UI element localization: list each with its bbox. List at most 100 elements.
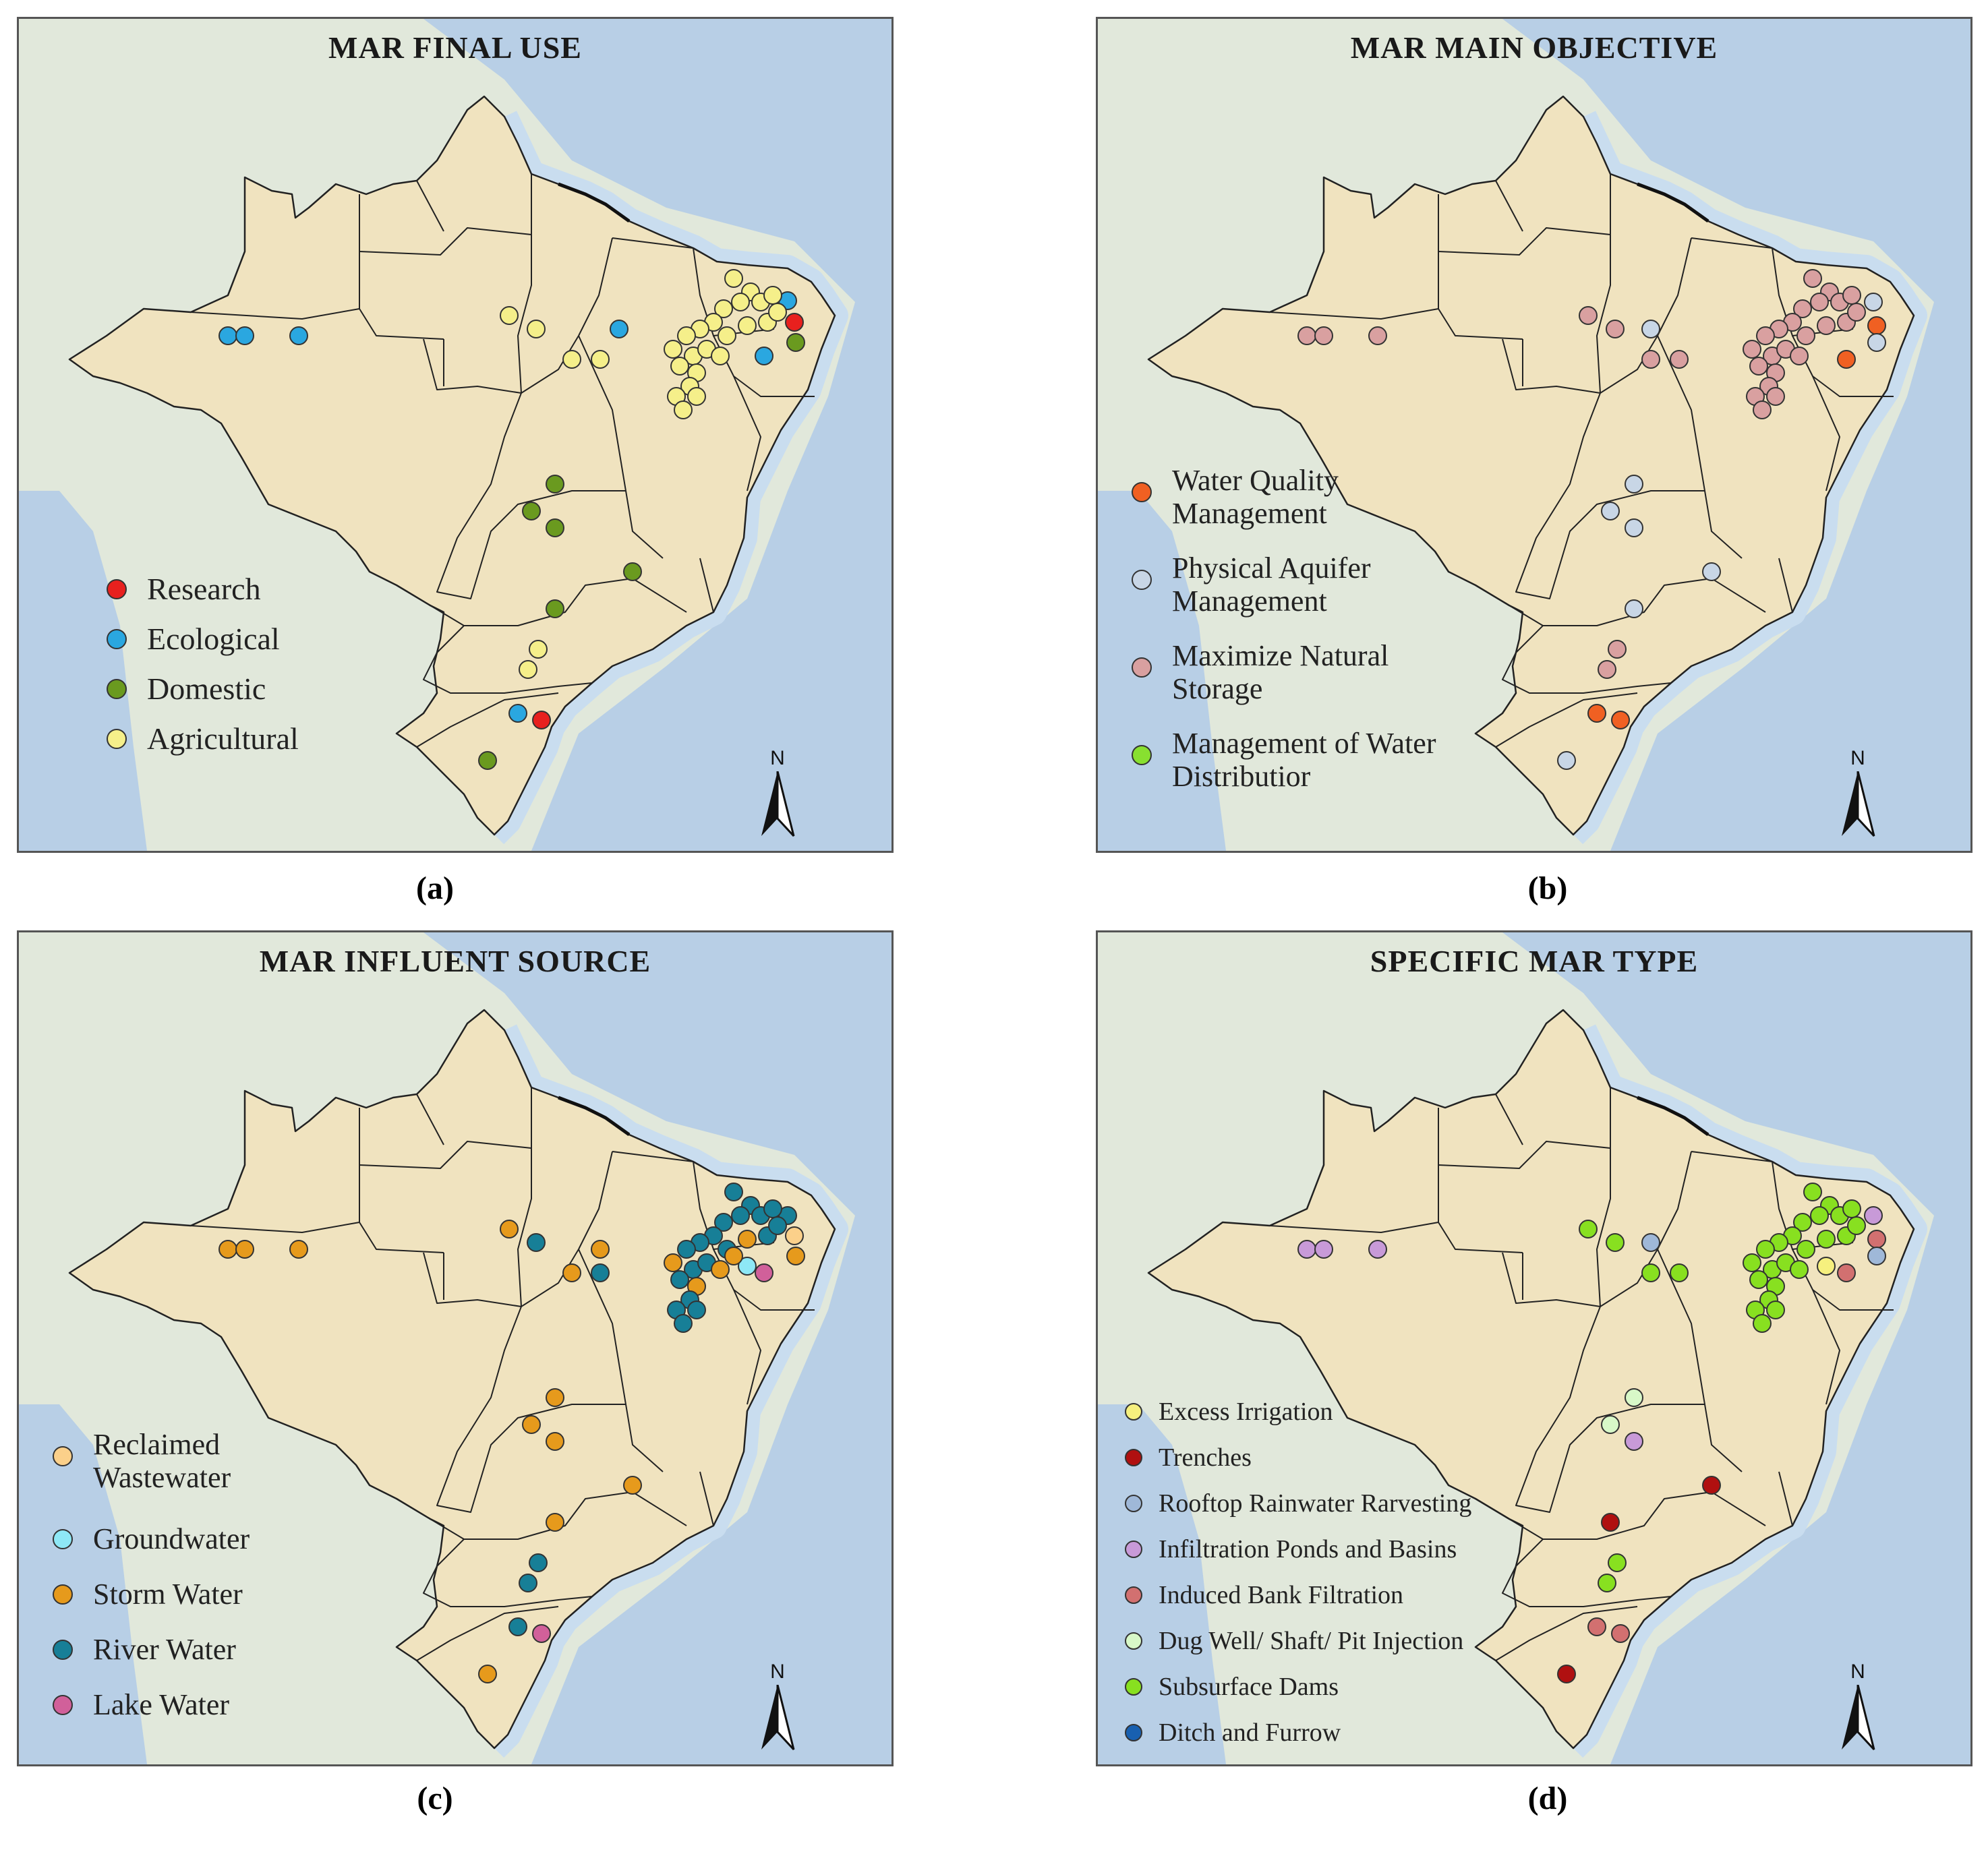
mar-site-marker (1749, 1270, 1768, 1289)
north-arrow-shape (761, 1685, 795, 1751)
mar-site-marker (670, 357, 689, 376)
mar-site-marker (289, 326, 308, 345)
mar-site-marker (1790, 347, 1809, 365)
mar-site-marker (1598, 1574, 1616, 1592)
legend-label: Groundwater (93, 1522, 250, 1555)
mar-site-marker (674, 400, 693, 419)
legend-label: Domestic (147, 671, 266, 706)
state-border (612, 237, 694, 249)
mar-site-marker (562, 350, 581, 369)
mar-site-marker (677, 1240, 696, 1259)
mar-site-marker (1368, 326, 1387, 345)
state-border (1269, 308, 1439, 320)
coastline (1637, 1096, 1709, 1137)
mar-site-marker (519, 1574, 537, 1592)
panel-title: SPECIFIC MAR TYPE (1370, 944, 1699, 978)
panel-title: MAR MAIN OBJECTIVE (1350, 30, 1718, 65)
mar-site-marker (763, 1199, 782, 1218)
state-border (1502, 1539, 1672, 1607)
mar-site-marker (1579, 1220, 1598, 1238)
mar-site-marker (1601, 502, 1620, 520)
mar-site-marker (687, 1301, 706, 1319)
coastline (558, 1096, 631, 1137)
state-border (517, 1148, 532, 1307)
mar-site-marker (1753, 400, 1772, 419)
north-label: N (770, 1661, 785, 1683)
mar-site-marker (738, 1230, 757, 1249)
brazil-land (68, 1009, 836, 1750)
mar-site-marker (529, 1553, 548, 1572)
coastline (558, 182, 631, 223)
panel-caption: (d) (1527, 1781, 1568, 1816)
mar-site-marker (1817, 1230, 1836, 1249)
legend-label: Management of Water Distributior (1172, 727, 1436, 794)
mar-site-marker (1314, 326, 1333, 345)
state-border (1691, 237, 1773, 249)
legend-label: Ditch and Furrow (1159, 1719, 1341, 1747)
mar-site-marker (1702, 1476, 1721, 1495)
state-border (1812, 376, 1840, 491)
state-border (359, 308, 444, 340)
north-arrow-shape (761, 771, 795, 837)
mar-site-marker (610, 320, 628, 338)
legend-swatch (1125, 1449, 1142, 1467)
mar-site-marker (1606, 320, 1625, 338)
mar-site-marker (1606, 1233, 1625, 1252)
state-border (699, 1471, 714, 1526)
mar-site-marker (1641, 320, 1660, 338)
legend-label: Storm Water (93, 1578, 243, 1611)
legend-label: Trenches (1159, 1443, 1252, 1472)
mar-site-marker (718, 326, 736, 345)
panel-title: MAR FINAL USE (328, 30, 582, 65)
legend-swatch (53, 1694, 73, 1715)
mar-site-marker (1670, 1263, 1689, 1282)
mar-site-marker (1756, 1240, 1775, 1259)
legend-swatch (53, 1584, 73, 1605)
state-border (1495, 1606, 1638, 1661)
mar-site-marker (1743, 340, 1761, 359)
state-border (1515, 1306, 1705, 1513)
mar-site-marker (786, 1247, 805, 1265)
mar-site-marker (755, 1263, 773, 1282)
mar-site-marker (1579, 306, 1598, 325)
mar-site-marker (532, 711, 551, 729)
state-border (1596, 1148, 1611, 1307)
mar-site-marker (1297, 326, 1316, 345)
mar-site-marker (724, 1183, 743, 1201)
pacific-ocean (19, 1404, 147, 1764)
mar-site-marker (724, 1247, 743, 1265)
mar-site-marker (1670, 350, 1689, 369)
mar-site-marker (1837, 350, 1856, 369)
mar-site-marker (1625, 518, 1643, 537)
brazil-map-svg (1098, 932, 1970, 1764)
atlantic-ocean (370, 19, 891, 851)
mar-site-marker (1793, 1213, 1812, 1232)
mar-site-marker (546, 518, 564, 537)
state-border (578, 1151, 613, 1250)
north-label: N (770, 747, 785, 769)
mar-site-marker (738, 316, 757, 335)
mar-site-marker (1847, 1216, 1866, 1235)
state-border (1502, 1252, 1601, 1307)
legend-swatch (1132, 569, 1152, 590)
legend-swatch (107, 678, 127, 699)
mar-site-marker (1611, 1624, 1630, 1643)
legend-swatch (53, 1639, 73, 1660)
legend-swatch (53, 1528, 73, 1549)
mar-site-marker (500, 306, 519, 325)
map-panel-specific-type: SPECIFIC MAR TYPE Excess Irrigation Trenc… (1096, 930, 1972, 1766)
north-label: N (1850, 1661, 1865, 1683)
mar-site-marker (1557, 1665, 1576, 1683)
legend-swatch (107, 578, 127, 599)
mar-site-marker (522, 502, 541, 520)
mar-site-marker (670, 1270, 689, 1289)
legend-swatch (1125, 1724, 1142, 1742)
legend-swatch (1125, 1403, 1142, 1421)
state-border (1691, 1151, 1773, 1162)
legend-swatch (107, 628, 127, 649)
mar-site-marker (500, 1220, 519, 1238)
legend-swatch (1125, 1678, 1142, 1696)
state-border (1502, 338, 1601, 394)
state-border (1502, 625, 1672, 694)
legend-label: Water Quality Management (1172, 464, 1339, 531)
